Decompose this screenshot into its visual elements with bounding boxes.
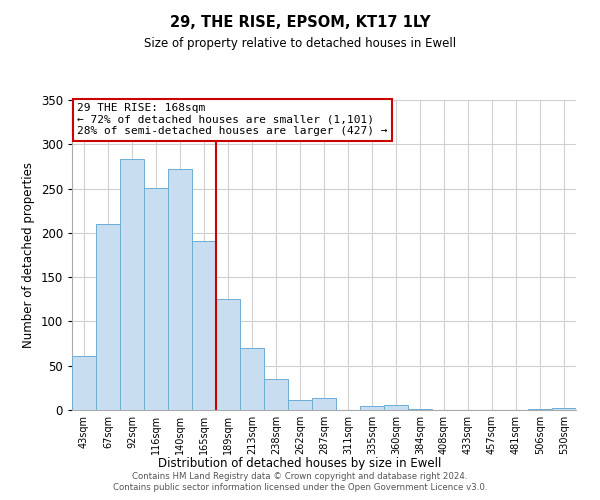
Bar [528, 409, 552, 410]
Text: Size of property relative to detached houses in Ewell: Size of property relative to detached ho… [144, 38, 456, 51]
Bar [360, 406, 384, 410]
Bar [288, 400, 312, 410]
Bar [144, 188, 168, 410]
Text: 29 THE RISE: 168sqm
← 72% of detached houses are smaller (1,101)
28% of semi-det: 29 THE RISE: 168sqm ← 72% of detached ho… [77, 103, 388, 136]
Bar [216, 300, 240, 410]
Bar [120, 160, 144, 410]
Text: Contains HM Land Registry data © Crown copyright and database right 2024.
Contai: Contains HM Land Registry data © Crown c… [113, 472, 487, 492]
Bar [192, 241, 216, 410]
Bar [408, 409, 432, 410]
Bar [240, 348, 264, 410]
Bar [96, 224, 120, 410]
Bar [264, 379, 288, 410]
Bar [384, 404, 408, 410]
Bar [168, 169, 192, 410]
Text: 29, THE RISE, EPSOM, KT17 1LY: 29, THE RISE, EPSOM, KT17 1LY [170, 15, 430, 30]
Bar [552, 408, 576, 410]
Y-axis label: Number of detached properties: Number of detached properties [22, 162, 35, 348]
Bar [312, 398, 336, 410]
Bar [72, 356, 96, 410]
Text: Distribution of detached houses by size in Ewell: Distribution of detached houses by size … [158, 458, 442, 470]
